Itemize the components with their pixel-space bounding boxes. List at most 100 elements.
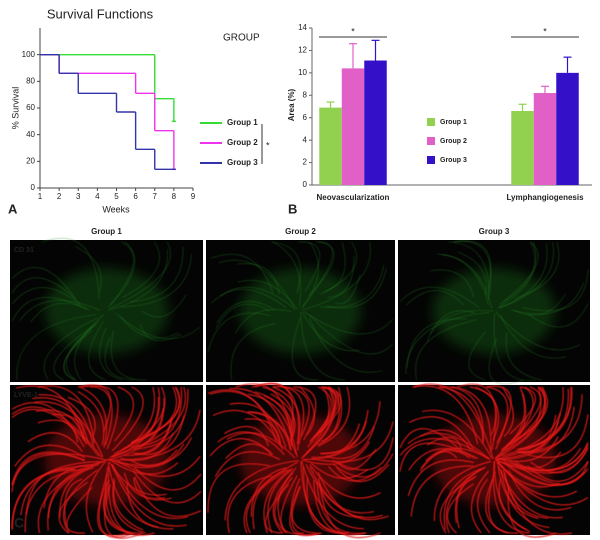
x-tick-label: 5	[114, 192, 119, 201]
vessel	[53, 326, 93, 381]
vessel	[112, 386, 186, 458]
legend-swatch	[427, 118, 435, 126]
vessel	[451, 386, 492, 452]
annotation: *	[266, 140, 270, 150]
micrograph	[10, 384, 203, 539]
y-tick-label: 0	[303, 180, 308, 189]
vessel	[58, 481, 89, 534]
vessel	[521, 269, 589, 312]
vessel	[229, 388, 292, 451]
vessel	[336, 463, 390, 483]
micrograph-glow	[432, 268, 556, 354]
vessel	[505, 332, 542, 381]
vessel	[308, 317, 383, 373]
vessel	[319, 483, 381, 539]
vessel	[227, 475, 273, 534]
y-tick-label: 14	[298, 23, 307, 32]
vessel	[527, 461, 589, 482]
vessel	[247, 411, 299, 458]
vessel	[501, 436, 559, 463]
vessel	[410, 465, 474, 517]
micrograph	[206, 240, 395, 382]
vessel	[503, 462, 586, 486]
vessel	[494, 386, 534, 459]
vessel	[518, 388, 569, 450]
x-tick-label: 8	[172, 192, 177, 201]
legend-label: Group 2	[440, 138, 467, 145]
vessel	[47, 463, 100, 531]
vessel	[420, 429, 472, 451]
vessel	[433, 460, 492, 522]
vessel	[303, 311, 394, 335]
chart-title: Survival Functions	[47, 6, 154, 21]
x-tick-label: 2	[57, 192, 62, 201]
vessel	[325, 426, 375, 460]
vessel	[34, 401, 104, 458]
vessel	[37, 459, 107, 534]
vessel	[470, 470, 490, 534]
vessel	[426, 310, 494, 342]
micrograph-glow	[240, 415, 361, 505]
vessel	[218, 259, 295, 307]
vessel	[90, 385, 119, 450]
vessel	[488, 338, 524, 385]
y-tick-label: 40	[26, 130, 35, 139]
y-tick-label: 60	[26, 103, 35, 112]
column-header: Group 2	[285, 227, 316, 236]
vessel	[317, 386, 351, 447]
vessel	[107, 466, 155, 536]
vessel	[215, 303, 270, 329]
vessel	[43, 317, 98, 381]
vessel	[301, 461, 364, 530]
vessel	[108, 249, 168, 311]
vessel	[486, 385, 512, 444]
vessel	[220, 286, 296, 310]
vessel	[429, 310, 475, 335]
y-tick-label: 6	[303, 113, 308, 122]
column-header: Group 3	[479, 227, 510, 236]
vessel	[406, 318, 467, 369]
vessel	[262, 386, 295, 438]
legend-label: Group 1	[440, 119, 467, 126]
vessel	[407, 459, 475, 497]
vessel	[407, 432, 489, 459]
vessel	[500, 469, 550, 529]
vessel	[25, 468, 76, 515]
vessel	[97, 481, 130, 537]
vessel	[299, 386, 315, 436]
vessel	[98, 473, 135, 538]
vessel	[224, 459, 299, 521]
vessel	[11, 297, 88, 322]
legend-label: Group 3	[440, 157, 467, 164]
vessel	[67, 396, 96, 436]
vessel	[457, 251, 487, 295]
vessel	[439, 386, 484, 444]
vessel	[38, 394, 95, 447]
panel-label: C	[14, 515, 24, 531]
vessel	[225, 443, 273, 459]
vessel	[111, 386, 144, 452]
vessel	[309, 314, 394, 355]
vessel	[104, 336, 134, 381]
vessel	[111, 331, 147, 381]
vessel	[302, 466, 345, 534]
x-tick-label: Lymphangiogenesis	[506, 193, 584, 202]
vessel	[498, 243, 548, 309]
vessel	[454, 467, 485, 523]
vessel	[498, 478, 527, 531]
vessel	[11, 453, 107, 493]
vessel	[214, 451, 281, 477]
vessel	[290, 478, 317, 534]
vessel	[270, 393, 296, 438]
y-tick-label: 2	[303, 158, 308, 167]
vessel	[212, 409, 284, 451]
vessel	[11, 287, 82, 307]
vessel	[32, 397, 89, 445]
vessel	[446, 483, 474, 534]
vessel	[475, 386, 500, 441]
vessel	[223, 425, 270, 447]
vessel	[11, 452, 85, 486]
vessel	[317, 471, 389, 521]
vessel	[315, 386, 342, 437]
